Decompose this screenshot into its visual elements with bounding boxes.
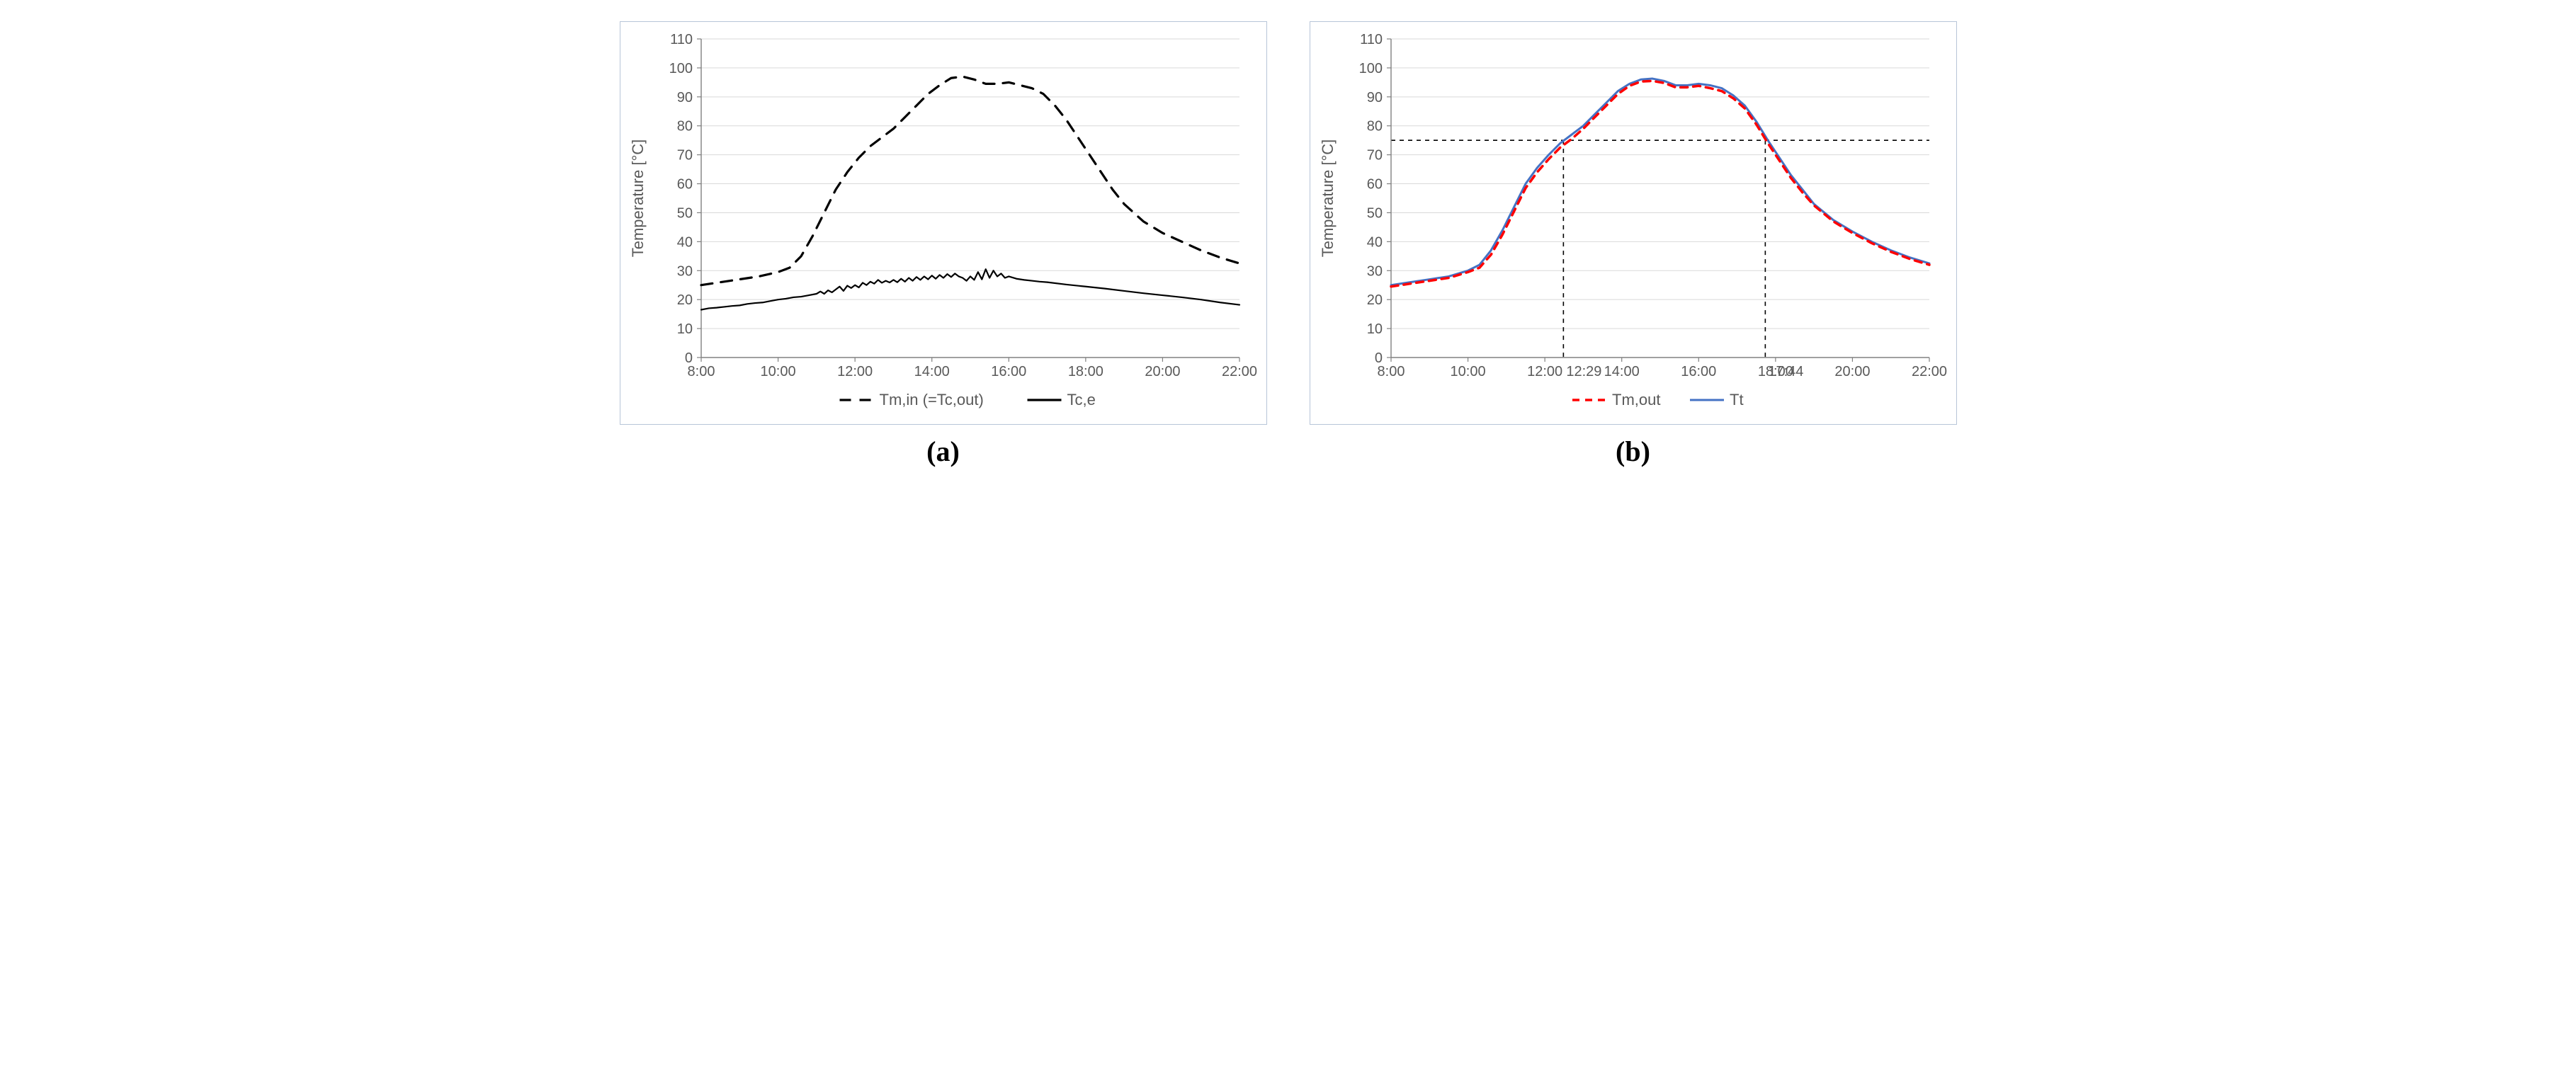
svg-text:10:00: 10:00 [760, 364, 795, 379]
svg-text:10:00: 10:00 [1450, 364, 1485, 379]
svg-text:20:00: 20:00 [1145, 364, 1180, 379]
panel-a: 01020304050607080901001108:0010:0012:001… [620, 21, 1267, 468]
svg-text:30: 30 [1366, 263, 1382, 279]
svg-text:110: 110 [1360, 32, 1383, 47]
svg-text:Tt: Tt [1730, 391, 1744, 408]
svg-text:110: 110 [670, 32, 693, 47]
svg-text:22:00: 22:00 [1221, 364, 1256, 379]
svg-text:14:00: 14:00 [914, 364, 949, 379]
svg-text:100: 100 [1358, 61, 1382, 76]
svg-text:10: 10 [1366, 321, 1382, 337]
svg-text:Tm,out: Tm,out [1612, 391, 1660, 408]
chart-a-svg: 01020304050607080901001108:0010:0012:001… [623, 25, 1261, 421]
svg-text:70: 70 [676, 148, 692, 164]
svg-text:10: 10 [676, 321, 692, 337]
svg-text:20: 20 [1366, 292, 1382, 308]
svg-text:22:00: 22:00 [1911, 364, 1946, 379]
svg-text:17:44: 17:44 [1768, 364, 1803, 379]
svg-text:Temperature [°C]: Temperature [°C] [629, 139, 647, 258]
svg-text:100: 100 [669, 61, 692, 76]
svg-text:20:00: 20:00 [1834, 364, 1870, 379]
svg-text:16:00: 16:00 [1681, 364, 1716, 379]
svg-text:70: 70 [1366, 148, 1382, 164]
svg-text:50: 50 [1366, 205, 1382, 221]
svg-text:14:00: 14:00 [1604, 364, 1639, 379]
svg-text:12:00: 12:00 [837, 364, 873, 379]
svg-text:Tm,in (=Tc,out): Tm,in (=Tc,out) [879, 391, 983, 408]
svg-text:8:00: 8:00 [1377, 364, 1405, 379]
svg-text:90: 90 [676, 90, 692, 105]
svg-text:16:00: 16:00 [991, 364, 1026, 379]
svg-text:80: 80 [676, 119, 692, 135]
svg-text:50: 50 [676, 205, 692, 221]
svg-text:40: 40 [1366, 234, 1382, 250]
chart-b-box: 01020304050607080901001108:0010:0012:001… [1310, 21, 1957, 425]
svg-text:90: 90 [1366, 90, 1382, 105]
svg-text:60: 60 [676, 177, 692, 193]
svg-text:18:00: 18:00 [1067, 364, 1103, 379]
chart-a-box: 01020304050607080901001108:0010:0012:001… [620, 21, 1267, 425]
svg-text:80: 80 [1366, 119, 1382, 135]
svg-text:Temperature [°C]: Temperature [°C] [1319, 139, 1337, 258]
svg-text:60: 60 [1366, 177, 1382, 193]
svg-text:40: 40 [676, 234, 692, 250]
svg-text:Tc,e: Tc,e [1067, 391, 1095, 408]
svg-text:20: 20 [676, 292, 692, 308]
svg-text:30: 30 [676, 263, 692, 279]
svg-text:12:29: 12:29 [1566, 364, 1601, 379]
chart-b-svg: 01020304050607080901001108:0010:0012:001… [1313, 25, 1951, 421]
caption-b: (b) [1616, 435, 1650, 468]
caption-a: (a) [926, 435, 960, 468]
figure-wrap: 01020304050607080901001108:0010:0012:001… [0, 0, 2576, 475]
svg-text:12:00: 12:00 [1527, 364, 1562, 379]
panel-b: 01020304050607080901001108:0010:0012:001… [1310, 21, 1957, 468]
svg-text:8:00: 8:00 [687, 364, 715, 379]
